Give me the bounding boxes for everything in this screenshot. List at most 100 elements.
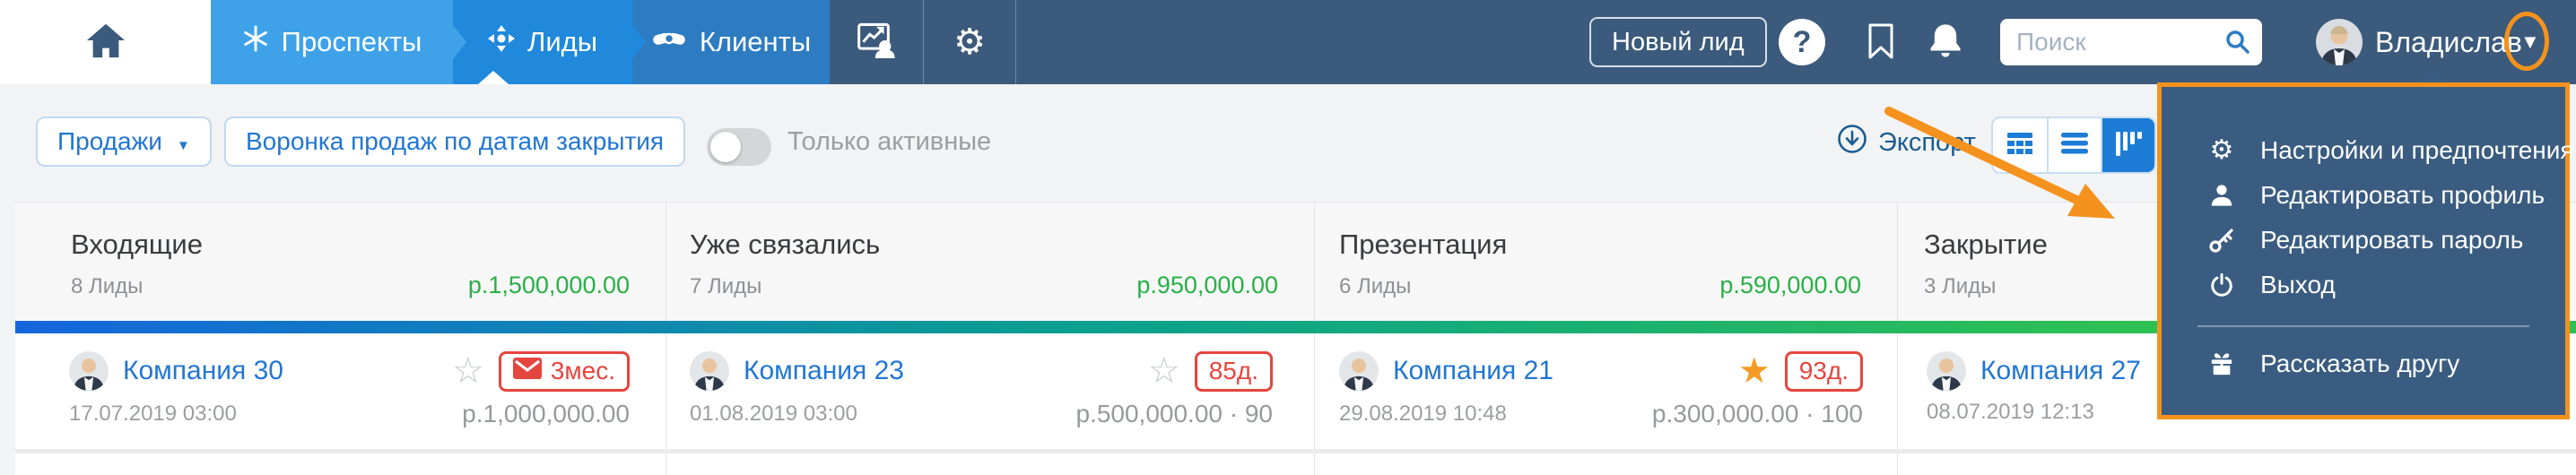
menu-item-edit-profile[interactable]: Редактировать профиль xyxy=(2162,173,2565,218)
menu-item-logout[interactable]: Выход xyxy=(2162,263,2565,307)
card-amount: р.300,000.00 · 100 xyxy=(1651,400,1863,428)
view-list-button[interactable] xyxy=(2047,118,2101,172)
home-button[interactable] xyxy=(0,0,211,84)
menu-item-label: Выход xyxy=(2260,271,2336,298)
company-link[interactable]: Компания 30 xyxy=(123,356,283,385)
column-title: Закрытие xyxy=(1924,229,2048,260)
company-link[interactable]: Компания 21 xyxy=(1393,356,1553,385)
user-icon xyxy=(2206,183,2237,208)
card-amount: р.1,000,000.00 xyxy=(462,400,630,428)
search-icon[interactable] xyxy=(2224,29,2251,60)
avatar xyxy=(69,351,109,391)
card-datetime: 29.08.2019 10:48 xyxy=(1339,402,1507,426)
column-title: Презентация xyxy=(1339,229,1508,260)
column-header-closing: Закрытие 3 Лиды xyxy=(1897,202,2576,321)
column-lead-count: 3 Лиды xyxy=(1924,274,1997,298)
reports-button[interactable] xyxy=(830,0,924,84)
gear-icon: ⚙ xyxy=(953,22,986,62)
column-lead-count: 6 Лиды xyxy=(1339,274,1412,298)
column-lead-count: 8 Лиды xyxy=(71,274,144,298)
bookmark-icon xyxy=(1867,23,1894,64)
card-amount: р.500,000.00 · 90 xyxy=(1075,400,1273,428)
column-total: р.590,000.00 xyxy=(1719,272,1861,298)
notifications-button[interactable] xyxy=(1925,20,1966,67)
view-kanban-button[interactable] xyxy=(2101,118,2154,172)
leads-target-icon xyxy=(487,25,515,59)
badge-label: 93д. xyxy=(1798,357,1849,384)
avatar xyxy=(1339,351,1379,391)
search-input[interactable] xyxy=(2000,19,2262,65)
column-total: р.950,000.00 xyxy=(1136,272,1278,298)
new-lead-button[interactable]: Новый лид xyxy=(1589,17,1767,67)
card-datetime: 08.07.2019 12:13 xyxy=(1927,400,2094,424)
star-icon[interactable] xyxy=(1148,353,1180,389)
column-total: р.1,500,000.00 xyxy=(467,272,630,298)
bookmarks-button[interactable] xyxy=(1867,22,1894,65)
overdue-badge[interactable]: 3мес. xyxy=(498,350,630,392)
column-lead-count: 7 Лиды xyxy=(690,274,762,298)
menu-item-settings[interactable]: ⚙ Настройки и предпочтения xyxy=(2162,128,2574,173)
help-button[interactable]: ? xyxy=(1779,19,1825,65)
active-only-toggle[interactable] xyxy=(707,128,771,166)
chevron-down-icon xyxy=(177,127,190,156)
menu-divider xyxy=(2197,325,2529,327)
column-separator xyxy=(1314,203,1315,475)
card-datetime: 01.08.2019 03:00 xyxy=(690,402,857,426)
lead-card[interactable]: Компания 30 3мес. 17.07.2019 03:00 р.1,0… xyxy=(15,333,666,449)
column-header-presentation: Презентация 6 Лиды р.590,000.00 xyxy=(1314,202,1897,321)
kanban-funnel-icon xyxy=(2114,130,2143,161)
tab-label: Проспекты xyxy=(281,26,422,57)
tab-leads[interactable]: Лиды xyxy=(453,0,646,84)
overdue-badge[interactable]: 93д. xyxy=(1784,350,1863,392)
lead-card[interactable]: Компания 21 93д. 29.08.2019 10:48 р.300,… xyxy=(1314,333,1897,449)
tab-separator-arrow xyxy=(632,25,646,59)
bell-icon xyxy=(1925,24,1966,66)
tab-prospects[interactable]: Проспекты xyxy=(211,0,466,84)
dropdown-pointer xyxy=(2415,68,2451,83)
column-header-contacted: Уже связались 7 Лиды р.950,000.00 xyxy=(666,202,1314,321)
envelope-icon xyxy=(512,357,542,385)
menu-item-edit-password[interactable]: Редактировать пароль xyxy=(2162,218,2565,263)
company-link[interactable]: Компания 27 xyxy=(1980,356,2141,385)
menu-item-tell-a-friend[interactable]: Рассказать другу xyxy=(2162,341,2565,386)
menu-item-label: Редактировать профиль xyxy=(2260,181,2546,209)
stage-progress-gradient-bar xyxy=(15,321,2576,333)
active-only-label: Только активные xyxy=(788,126,992,156)
funnel-view-button[interactable]: Воронка продаж по датам закрытия xyxy=(224,117,686,167)
list-icon xyxy=(2060,132,2089,160)
handshake-icon xyxy=(651,26,687,58)
question-mark-icon: ? xyxy=(1792,24,1812,59)
search-box xyxy=(2000,19,2262,65)
download-circle-icon xyxy=(1837,124,1867,161)
gift-icon xyxy=(2206,351,2237,376)
export-label: Экспорт xyxy=(1878,127,1976,157)
overdue-badge[interactable]: 85д. xyxy=(1194,350,1273,392)
column-separator xyxy=(1897,203,1898,475)
export-button[interactable]: Экспорт xyxy=(1837,124,1976,161)
star-icon[interactable] xyxy=(452,353,484,389)
settings-button[interactable]: ⚙ xyxy=(924,0,1016,84)
star-icon[interactable] xyxy=(1738,353,1771,389)
lead-card[interactable]: Компания 27 08.07.2019 12:13 xyxy=(1897,333,2576,449)
view-table-button[interactable] xyxy=(1993,118,2047,172)
user-name[interactable]: Владислав xyxy=(2375,25,2522,58)
key-icon xyxy=(2206,227,2237,254)
gear-icon: ⚙ xyxy=(2209,135,2234,165)
tab-label: Лиды xyxy=(527,26,598,57)
active-tab-caret xyxy=(478,71,509,84)
pipeline-select[interactable]: Продажи xyxy=(36,117,212,167)
annotation-ellipse-user-caret xyxy=(2504,12,2549,71)
report-chart-icon xyxy=(857,22,896,63)
pipeline-select-label: Продажи xyxy=(57,127,162,155)
view-switcher xyxy=(1991,117,2156,174)
column-title: Входящие xyxy=(71,229,203,260)
top-navbar: Проспекты Лиды xyxy=(0,0,2576,84)
lead-card[interactable]: Компания 23 85д. 01.08.2019 03:00 р.500,… xyxy=(666,333,1314,449)
table-grid-icon xyxy=(2006,132,2033,160)
user-avatar[interactable] xyxy=(2316,19,2363,65)
card-datetime: 17.07.2019 03:00 xyxy=(69,402,237,426)
tab-clients[interactable]: Клиенты xyxy=(632,0,830,84)
company-link[interactable]: Компания 23 xyxy=(744,356,904,385)
power-icon xyxy=(2206,272,2237,298)
